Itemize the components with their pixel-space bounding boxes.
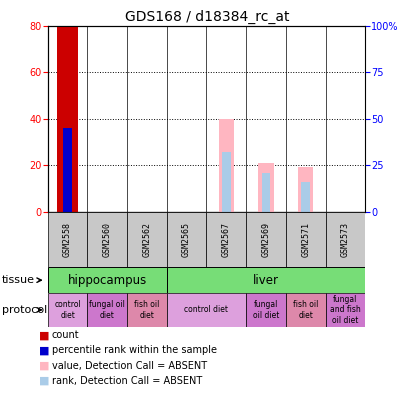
Bar — [127, 212, 167, 267]
Text: hippocampus: hippocampus — [68, 274, 147, 287]
Bar — [57, 26, 78, 212]
Bar — [246, 293, 286, 327]
Text: tissue: tissue — [2, 275, 35, 285]
Bar — [298, 167, 313, 212]
Text: fungal oil
diet: fungal oil diet — [89, 300, 125, 320]
Bar — [259, 164, 273, 212]
Text: GSM2573: GSM2573 — [341, 222, 350, 257]
Bar — [48, 267, 167, 293]
Bar — [167, 212, 207, 267]
Bar — [246, 212, 286, 267]
Text: GSM2558: GSM2558 — [63, 222, 72, 257]
Text: fish oil
diet: fish oil diet — [293, 300, 318, 320]
Bar — [301, 182, 310, 212]
Bar — [325, 212, 365, 267]
Bar — [222, 152, 231, 212]
Bar — [167, 293, 246, 327]
Text: protocol: protocol — [2, 305, 47, 315]
Text: ■: ■ — [39, 360, 50, 371]
Text: GSM2569: GSM2569 — [261, 222, 271, 257]
Bar — [48, 293, 88, 327]
Bar — [286, 293, 325, 327]
Text: ■: ■ — [39, 375, 50, 386]
Text: rank, Detection Call = ABSENT: rank, Detection Call = ABSENT — [52, 375, 202, 386]
Bar — [219, 119, 234, 212]
Text: GSM2571: GSM2571 — [301, 222, 310, 257]
Bar — [207, 212, 246, 267]
Bar — [63, 128, 72, 212]
Text: liver: liver — [253, 274, 279, 287]
Bar — [286, 212, 325, 267]
Text: fungal
oil diet: fungal oil diet — [253, 300, 279, 320]
Bar — [167, 267, 365, 293]
Bar — [88, 212, 127, 267]
Bar — [261, 173, 270, 212]
Text: GSM2567: GSM2567 — [222, 222, 231, 257]
Text: count: count — [52, 330, 80, 341]
Text: control diet: control diet — [184, 305, 229, 314]
Text: ■: ■ — [39, 330, 50, 341]
Bar — [88, 293, 127, 327]
Text: GSM2560: GSM2560 — [103, 222, 112, 257]
Text: ■: ■ — [39, 345, 50, 356]
Text: value, Detection Call = ABSENT: value, Detection Call = ABSENT — [52, 360, 207, 371]
Bar — [48, 212, 88, 267]
Text: fungal
and fish
oil diet: fungal and fish oil diet — [330, 295, 361, 325]
Text: fish oil
diet: fish oil diet — [134, 300, 160, 320]
Text: percentile rank within the sample: percentile rank within the sample — [52, 345, 217, 356]
Text: GSM2565: GSM2565 — [182, 222, 191, 257]
Bar — [325, 293, 365, 327]
Bar — [127, 293, 167, 327]
Text: GSM2562: GSM2562 — [142, 222, 151, 257]
Text: GDS168 / d18384_rc_at: GDS168 / d18384_rc_at — [125, 10, 290, 24]
Text: control
diet: control diet — [54, 300, 81, 320]
